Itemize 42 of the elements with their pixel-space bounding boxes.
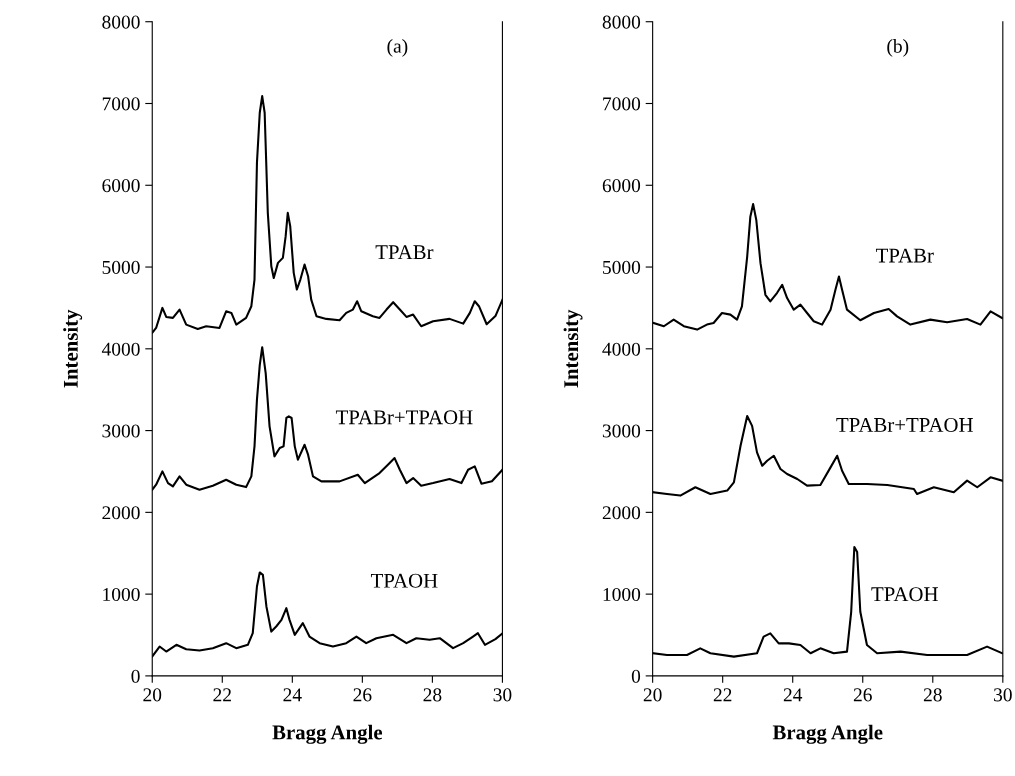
x-tick-label: 26 (853, 688, 872, 702)
y-tick-label: 8000 (602, 15, 641, 29)
y-tick-label: 5000 (603, 260, 641, 274)
x-axis-title: Bragg Angle (272, 724, 383, 744)
x-tick-label: 24 (283, 688, 302, 702)
y-axis-title: Intensity (563, 309, 583, 388)
series-label: TPAOH (871, 587, 938, 602)
y-tick-label: 5000 (102, 260, 140, 274)
y-tick-label: 4000 (602, 342, 641, 356)
y-tick-label: 4000 (101, 342, 140, 356)
x-tick-label: 28 (423, 688, 442, 702)
x-tick-label: 28 (923, 688, 942, 702)
text: (a) (387, 39, 408, 57)
y-tick-label: 8000 (102, 15, 140, 29)
y-tick-label: 7000 (603, 97, 641, 111)
y-tick-label: 2000 (102, 506, 140, 520)
y-tick-label: 7000 (102, 97, 140, 111)
x-tick-label: 30 (994, 688, 1012, 702)
x-axis-title: Bragg Angle (772, 724, 883, 744)
y-tick-label: 3000 (102, 424, 140, 438)
x-tick-label: 24 (783, 688, 803, 702)
y-axis-title: Intensity (63, 309, 83, 388)
text: (b) (887, 39, 909, 57)
text: TPAOH (370, 573, 438, 588)
x-tick-label: 20 (143, 688, 162, 702)
y-tick-label: 3000 (602, 424, 641, 438)
y-tick-label: 1000 (103, 587, 140, 602)
series-label: TPABr (876, 248, 934, 263)
series-label: TPABr+TPAOH (836, 417, 973, 432)
y-tick-label: 6000 (602, 179, 641, 193)
x-tick-label: 22 (213, 688, 231, 702)
x-tick-label: 30 (493, 688, 512, 702)
y-tick-label: 6000 (102, 179, 140, 193)
x-tick-label: 20 (643, 688, 662, 702)
y-tick-label: 1000 (603, 587, 641, 602)
x-tick-label: 26 (353, 688, 372, 702)
x-tick-label: 22 (713, 688, 732, 702)
series-label: TPABr+TPAOH (335, 410, 473, 425)
y-tick-label: 0 (631, 669, 641, 683)
y-tick-label: 2000 (602, 506, 641, 520)
text: TPABr (375, 245, 434, 260)
y-tick-label: 0 (131, 669, 140, 683)
